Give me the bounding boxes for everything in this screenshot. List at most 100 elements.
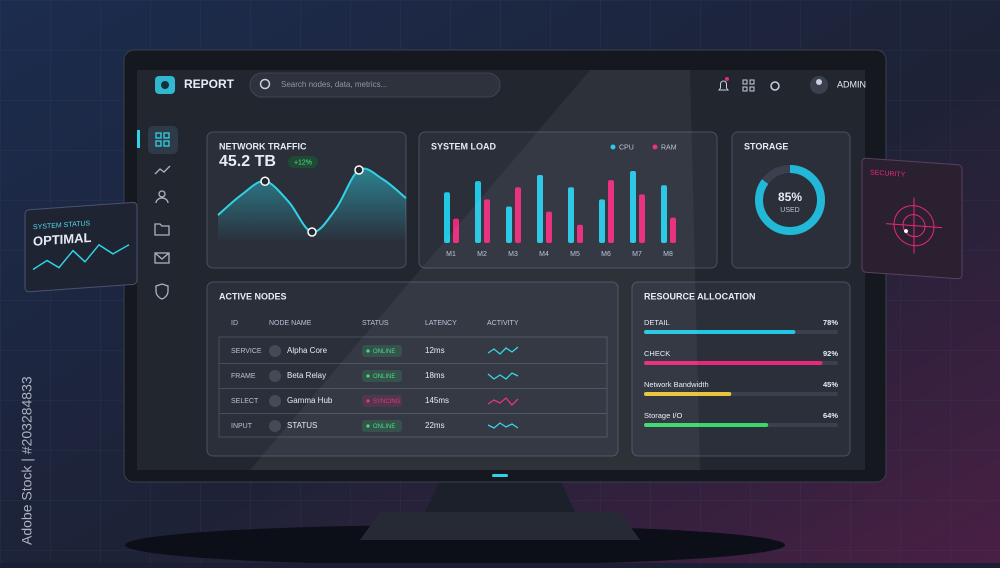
status-badge — [362, 395, 402, 407]
node-avatar — [269, 395, 281, 407]
status-badge — [362, 370, 402, 382]
x-tick-label: M7 — [632, 251, 642, 258]
node-avatar — [269, 420, 281, 432]
bar — [630, 171, 636, 243]
activity-sparkline — [487, 346, 519, 355]
bar — [453, 218, 459, 243]
cell-name: Beta Relay — [287, 371, 326, 380]
bar — [475, 181, 481, 243]
radar-blip — [904, 229, 908, 234]
cell-latency: 18ms — [425, 371, 445, 380]
logo-dot — [161, 81, 169, 89]
cell-name: Gamma Hub — [287, 396, 333, 405]
table-frame — [218, 336, 608, 438]
search-icon — [259, 78, 271, 90]
status-label: SYSTEM STATUS — [33, 220, 91, 231]
bar — [608, 180, 614, 243]
cell-id: SELECT — [231, 398, 259, 405]
stand-base — [360, 512, 640, 540]
activity-sparkline — [487, 422, 519, 429]
status-sparkline — [32, 243, 130, 271]
nodes-panel — [206, 281, 619, 457]
status-value: OPTIMAL — [33, 230, 91, 249]
resource-bar — [644, 361, 823, 365]
radar — [886, 197, 942, 254]
x-tick-label: M8 — [663, 251, 673, 258]
search-box[interactable] — [249, 72, 501, 98]
mail-icon[interactable] — [154, 252, 170, 264]
resource-value: 45% — [823, 380, 838, 389]
resource-bar — [644, 392, 732, 396]
traffic-value: 45.2 TB — [219, 153, 276, 170]
traffic-point — [260, 176, 270, 187]
cell-id: FRAME — [231, 373, 256, 380]
resource-bar — [644, 330, 796, 334]
watermark: Adobe Stock | #203284833 — [19, 376, 35, 545]
user-name: ADMIN — [837, 79, 866, 89]
user-icon[interactable] — [155, 190, 169, 204]
bar — [506, 206, 512, 243]
column-header: STATUS — [362, 320, 389, 327]
legend-swatch — [652, 144, 658, 150]
resource-name: Storage I/O — [644, 411, 683, 420]
traffic-point — [354, 165, 364, 175]
donut-arc — [755, 165, 825, 235]
storage-panel — [731, 131, 851, 269]
bar — [670, 217, 676, 243]
status-badge — [362, 345, 402, 357]
column-header: NODE NAME — [269, 320, 312, 327]
security-label: SECURITY — [870, 169, 906, 178]
status-badge — [362, 420, 402, 432]
column-header: ACTIVITY — [487, 320, 519, 327]
bar — [546, 211, 552, 243]
cell-name: Alpha Core — [287, 346, 328, 355]
x-tick-label: M3 — [508, 251, 518, 258]
bar — [577, 224, 583, 243]
legend-label: CPU — [619, 144, 634, 151]
stand-neck — [425, 480, 575, 512]
notification-dot — [725, 77, 729, 81]
bar — [515, 187, 521, 243]
notification-icon[interactable] — [718, 80, 729, 91]
screen-reflection — [250, 70, 700, 470]
dashboard-icon[interactable] — [155, 132, 170, 147]
cell-status: ONLINE — [373, 374, 395, 380]
cell-status: SYNCING — [373, 399, 401, 405]
folder-icon[interactable] — [154, 223, 170, 236]
bar — [599, 199, 605, 243]
panel-title: STORAGE — [744, 141, 788, 151]
status-card: SYSTEM STATUS OPTIMAL — [24, 201, 138, 293]
cell-status: ONLINE — [373, 424, 395, 430]
traffic-point — [307, 227, 317, 237]
change-value: +12% — [294, 159, 312, 166]
shield-icon[interactable] — [155, 283, 169, 300]
sidebar-indicator — [137, 130, 140, 148]
change-badge — [288, 156, 318, 168]
cell-latency: 12ms — [425, 346, 445, 355]
column-header: ID — [231, 320, 238, 327]
cell-id: INPUT — [231, 423, 253, 430]
apps-icon[interactable] — [742, 79, 755, 92]
trend-icon[interactable] — [154, 165, 171, 175]
panel-title: SYSTEM LOAD — [431, 141, 497, 151]
search-placeholder: Search nodes, data, metrics... — [281, 80, 387, 89]
resource-bar — [644, 423, 769, 427]
legend-swatch — [610, 144, 616, 150]
status-dot — [366, 424, 370, 428]
resource-name: Network Bandwidth — [644, 380, 709, 389]
column-header: LATENCY — [425, 320, 457, 327]
bar — [484, 199, 490, 243]
security-card-bg — [861, 157, 963, 280]
x-tick-label: M1 — [446, 251, 456, 258]
settings-icon[interactable] — [770, 81, 780, 91]
panel-title: ACTIVE NODES — [219, 291, 287, 301]
storage-sublabel: USED — [780, 207, 799, 214]
status-dot — [366, 349, 370, 353]
cell-name: STATUS — [287, 421, 317, 430]
node-avatar — [269, 370, 281, 382]
cell-latency: 22ms — [425, 421, 445, 430]
cell-status: ONLINE — [373, 349, 395, 355]
status-dot — [366, 374, 370, 378]
